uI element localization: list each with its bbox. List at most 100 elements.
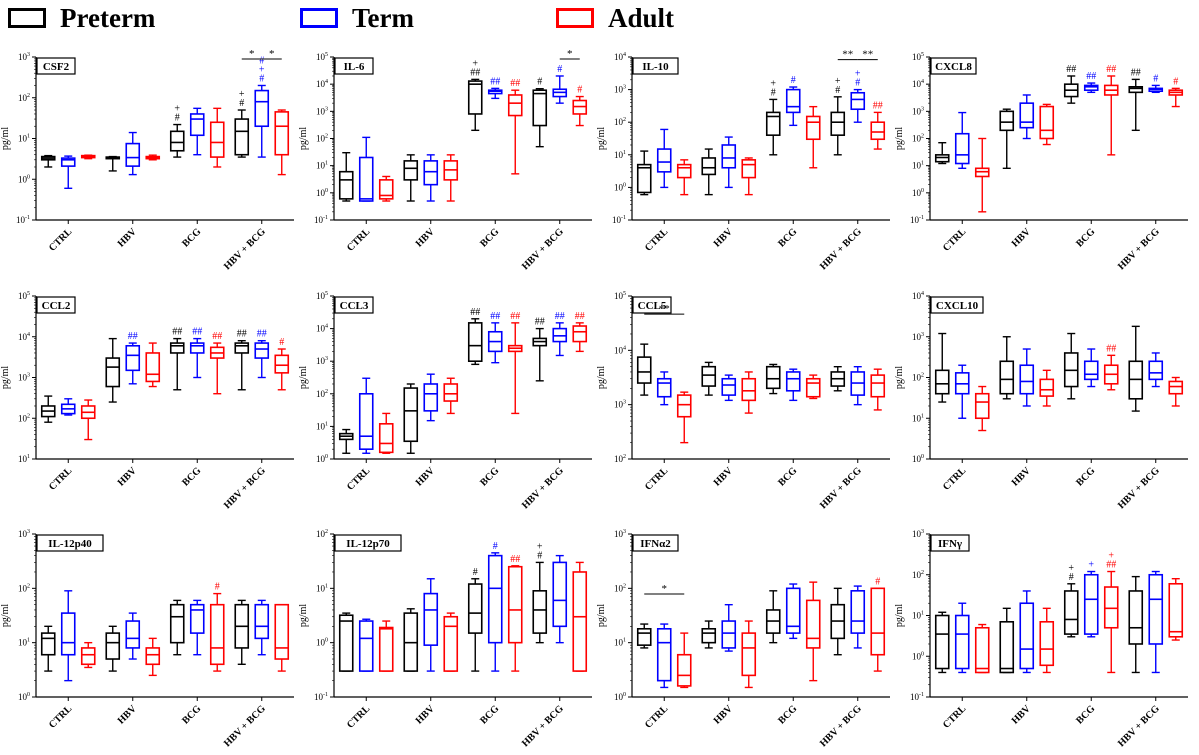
chart-title: CCL3	[340, 300, 369, 312]
box-iqr	[572, 571, 588, 672]
box-preterm-1	[999, 336, 1015, 400]
box-preterm-0	[40, 154, 56, 168]
y-tick-label: 10-1	[16, 215, 30, 225]
x-tick-label: HBV + BCG	[818, 703, 864, 749]
significance-mark: ##	[212, 331, 222, 342]
y-tick-label: 104	[614, 52, 626, 62]
y-axis-label: pg/ml	[596, 604, 607, 628]
box-iqr	[701, 365, 717, 387]
box-term-3	[254, 339, 270, 379]
y-tick-label: 100	[316, 188, 328, 198]
box-term-2	[785, 86, 801, 127]
box-preterm-1	[999, 607, 1015, 674]
y-tick-label: 101	[912, 611, 924, 621]
box-term-2	[785, 368, 801, 402]
chart-cxcl8: 10-1 100 101 102 103 104 105 pg/ml CXCL8 CTRL HBV B…	[894, 52, 1188, 272]
chart-title: IFNγ	[938, 538, 962, 550]
significance-mark: +	[174, 104, 180, 115]
box-preterm-3	[532, 88, 548, 148]
y-tick-label: 100	[912, 188, 924, 198]
x-tick-label: HBV	[116, 703, 140, 727]
significance-mark: #	[875, 576, 880, 587]
box-iqr	[676, 394, 692, 418]
y-axis-label: pg/ml	[0, 604, 11, 628]
box-adult-0	[974, 385, 990, 432]
significance-mark: #	[493, 541, 498, 552]
box-iqr	[507, 94, 523, 117]
box-adult-1	[145, 154, 161, 161]
chart-il-12p70: 10-1 100 101 102 pg/ml IL-12p70 CTRL HBV BCG HBV …	[298, 529, 592, 749]
box-iqr	[80, 647, 96, 666]
y-axis-label: pg/ml	[596, 366, 607, 390]
box-term-2	[785, 583, 801, 640]
box-iqr	[974, 626, 990, 674]
chart-il-12p40: 100 101 102 103 pg/ml IL-12p40 CTRL HBV BCG HBV +…	[0, 529, 294, 749]
box-adult-0	[378, 175, 394, 202]
y-tick-label: 104	[316, 324, 328, 334]
significance-mark: +	[537, 541, 543, 552]
box-term-3	[1148, 84, 1164, 94]
y-tick-label: 101	[614, 150, 626, 160]
y-tick-label: 101	[316, 583, 328, 593]
significance-mark: +	[472, 58, 478, 69]
box-term-1	[1019, 94, 1035, 140]
box-adult-2	[805, 105, 821, 169]
legend-swatch-term	[300, 8, 338, 28]
y-tick-label: 101	[912, 413, 924, 423]
significance-mark: ##	[555, 311, 565, 322]
box-preterm-3	[830, 587, 846, 656]
box-iqr	[954, 132, 970, 165]
box-iqr	[125, 620, 141, 649]
box-iqr	[60, 157, 76, 167]
box-iqr	[378, 626, 394, 672]
box-preterm-1	[105, 625, 121, 672]
box-iqr	[636, 356, 652, 384]
x-tick-label: CTRL	[643, 226, 671, 254]
box-term-3	[254, 599, 270, 656]
chart-title: IL-12p70	[346, 538, 390, 550]
box-iqr	[209, 121, 225, 158]
significance-mark: +	[770, 78, 776, 89]
chart-title: CXCL8	[935, 61, 972, 73]
box-iqr	[145, 352, 161, 383]
box-adult-3	[274, 603, 290, 672]
box-preterm-3	[830, 365, 846, 392]
box-term-3	[1148, 570, 1164, 674]
chart-ccl2: 101 102 103 104 105 pg/ml CCL2 CTRL HBV BCG HBV + …	[0, 291, 294, 511]
x-tick-label: HBV + BCG	[222, 465, 268, 511]
box-preterm-3	[234, 339, 250, 391]
box-adult-2	[507, 322, 523, 415]
box-adult-0	[80, 641, 96, 669]
box-term-1	[423, 154, 439, 202]
significance-mark: ##	[873, 100, 883, 111]
y-axis-label: pg/ml	[0, 127, 11, 151]
box-preterm-3	[532, 327, 548, 382]
y-tick-label: 104	[316, 79, 328, 89]
box-term-3	[850, 365, 866, 406]
significance-mark: ##	[510, 554, 520, 565]
y-tick-label: 105	[316, 52, 328, 62]
box-term-0	[358, 377, 374, 454]
y-tick-label: 103	[316, 106, 328, 116]
box-adult-0	[974, 137, 990, 213]
box-preterm-3	[234, 109, 250, 158]
box-adult-3	[572, 322, 588, 353]
chart-title-box	[930, 57, 977, 75]
y-tick-label: 103	[614, 400, 626, 410]
box-iqr	[805, 599, 821, 649]
box-iqr	[234, 118, 250, 156]
box-adult-3	[1168, 87, 1184, 108]
box-iqr	[209, 603, 225, 666]
significance-mark: +	[1108, 551, 1114, 562]
legend-label-adult: Adult	[608, 3, 675, 33]
comparison-label: **	[842, 49, 853, 61]
box-iqr	[721, 144, 737, 169]
y-axis-label: pg/ml	[298, 127, 309, 151]
significance-mark: #	[791, 75, 796, 86]
x-tick-label: HBV + BCG	[818, 226, 864, 272]
box-term-2	[1083, 348, 1099, 388]
box-term-0	[60, 398, 76, 416]
chart-il-10: 10-1 100 101 102 103 104 pg/ml IL-10 CTRL HBV BCG H…	[596, 49, 890, 272]
significance-mark: +	[259, 64, 265, 75]
box-preterm-2	[765, 590, 781, 644]
